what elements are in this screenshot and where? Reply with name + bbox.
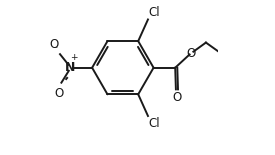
Text: O: O bbox=[49, 38, 58, 51]
Text: Cl: Cl bbox=[149, 117, 160, 130]
Text: O: O bbox=[54, 87, 64, 100]
Text: N: N bbox=[65, 61, 76, 74]
Text: O: O bbox=[173, 91, 182, 104]
Text: Cl: Cl bbox=[149, 6, 160, 19]
Text: +: + bbox=[70, 53, 78, 62]
Text: O: O bbox=[187, 46, 196, 60]
Text: ⁻: ⁻ bbox=[52, 45, 57, 55]
